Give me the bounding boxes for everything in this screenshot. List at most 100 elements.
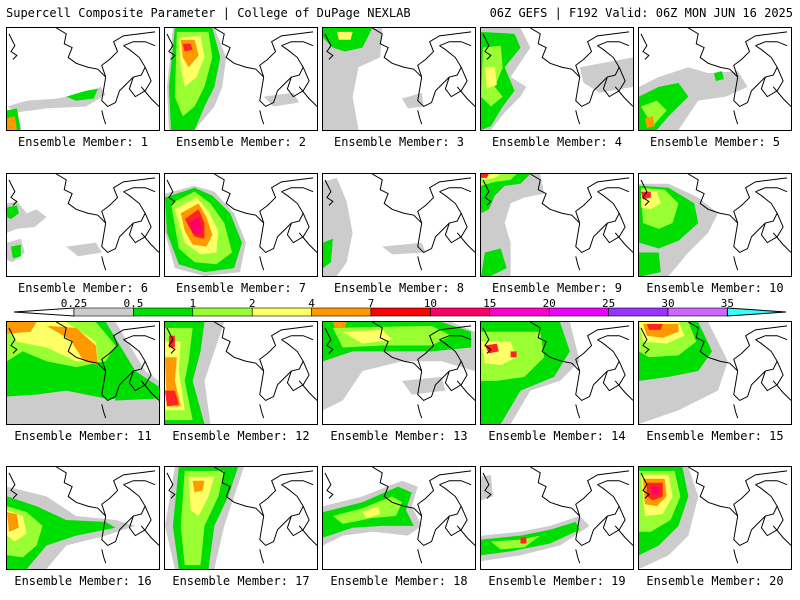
geographic-boundary xyxy=(640,179,650,206)
geographic-boundary xyxy=(688,174,788,224)
geographic-boundary xyxy=(56,28,156,78)
colorbar-swatch xyxy=(489,307,550,317)
geographic-boundary xyxy=(372,467,472,517)
scp-map xyxy=(481,322,633,424)
geographic-boundary xyxy=(755,41,788,47)
geographic-boundary xyxy=(456,525,475,546)
scp-map xyxy=(639,28,791,130)
scp-contour-fill xyxy=(640,100,667,127)
scp-map xyxy=(7,28,159,130)
scp-contour-fill xyxy=(401,376,446,395)
geographic-boundary xyxy=(123,480,156,486)
geographic-boundary xyxy=(324,327,334,354)
scp-contour-fill xyxy=(342,329,393,344)
ensemble-map-panel xyxy=(480,466,634,570)
scp-contour-fill xyxy=(7,86,106,113)
geographic-boundary xyxy=(444,506,468,537)
colorbar-swatch xyxy=(192,307,253,317)
scp-map xyxy=(165,322,317,424)
member-label: Ensemble Member: 1 xyxy=(17,135,149,149)
scp-contour-fill xyxy=(66,242,102,257)
geographic-boundary xyxy=(128,506,152,537)
colorbar-tick-label: 4 xyxy=(308,297,315,310)
geographic-boundary xyxy=(56,467,156,517)
scp-map xyxy=(639,174,791,276)
scp-contour-fill xyxy=(66,88,98,101)
ensemble-map-panel xyxy=(638,27,792,131)
ensemble-map-panel xyxy=(164,27,318,131)
geographic-boundary xyxy=(101,339,146,402)
geographic-boundary xyxy=(140,86,159,107)
geographic-boundary xyxy=(614,380,633,401)
member-label: Ensemble Member: 6 xyxy=(17,281,149,295)
geographic-boundary xyxy=(760,213,784,244)
scp-contour-fill xyxy=(7,496,116,569)
geographic-boundary xyxy=(298,380,317,401)
colorbar-swatch xyxy=(548,307,609,317)
geographic-boundary xyxy=(128,67,152,98)
member-label: Ensemble Member: 13 xyxy=(330,429,468,443)
scp-contour-fill xyxy=(192,480,205,493)
scp-map xyxy=(639,322,791,424)
scp-contour-fill xyxy=(362,506,381,518)
geographic-boundary xyxy=(575,549,581,564)
colorbar-tick-label: 30 xyxy=(661,297,675,310)
geographic-boundary xyxy=(286,361,310,392)
scp-map xyxy=(165,467,317,569)
member-label: Ensemble Member: 11 xyxy=(14,429,152,443)
scp-contour-fill xyxy=(484,67,497,89)
geographic-boundary xyxy=(259,45,304,108)
geographic-boundary xyxy=(166,472,176,499)
geographic-boundary xyxy=(259,191,304,254)
scp-map xyxy=(323,28,475,130)
member-label: Ensemble Member: 7 xyxy=(175,281,307,295)
scp-contour-fill xyxy=(165,390,179,407)
ensemble-map-panel xyxy=(6,466,160,570)
scp-contour-fill xyxy=(46,325,98,366)
geographic-boundary xyxy=(482,327,492,354)
geographic-boundary xyxy=(286,213,310,244)
ensemble-map-panel xyxy=(480,321,634,425)
geographic-boundary xyxy=(575,256,581,271)
geographic-boundary xyxy=(128,361,152,392)
geographic-boundary xyxy=(530,28,630,78)
geographic-boundary xyxy=(417,549,423,564)
geographic-boundary xyxy=(755,480,788,486)
scp-contour-fill xyxy=(7,205,19,220)
geographic-boundary xyxy=(8,327,18,354)
geographic-boundary xyxy=(372,174,472,224)
geographic-boundary xyxy=(8,179,18,206)
geographic-boundary xyxy=(281,335,314,341)
scp-contour-fill xyxy=(332,496,402,524)
member-label: Ensemble Member: 12 xyxy=(172,429,310,443)
geographic-boundary xyxy=(733,45,778,108)
member-label: Ensemble Member: 17 xyxy=(172,574,310,588)
geographic-boundary xyxy=(286,67,310,98)
member-label: Ensemble Member: 14 xyxy=(488,429,626,443)
colorbar-swatch xyxy=(726,307,787,317)
geographic-boundary xyxy=(530,174,630,224)
ensemble-map-panel xyxy=(164,173,318,277)
geographic-boundary xyxy=(597,335,630,341)
scp-contour-fill xyxy=(382,242,426,255)
geographic-boundary xyxy=(298,525,317,546)
member-label: Ensemble Member: 9 xyxy=(491,281,623,295)
colorbar-tick-label: 15 xyxy=(483,297,497,310)
geographic-boundary xyxy=(281,480,314,486)
geographic-boundary xyxy=(760,506,784,537)
scp-map xyxy=(7,322,159,424)
scp-map xyxy=(323,174,475,276)
scp-map xyxy=(481,28,633,130)
member-label: Ensemble Member: 2 xyxy=(175,135,307,149)
geographic-boundary xyxy=(214,174,314,224)
geographic-boundary xyxy=(733,256,739,271)
geographic-boundary xyxy=(281,41,314,47)
ensemble-map-panel xyxy=(164,321,318,425)
colorbar-swatch xyxy=(251,307,312,317)
member-label: Ensemble Member: 18 xyxy=(330,574,468,588)
scp-contour-fill xyxy=(490,535,541,550)
geographic-boundary xyxy=(298,86,317,107)
geographic-boundary xyxy=(772,380,791,401)
geographic-boundary xyxy=(439,41,472,47)
colorbar-swatch xyxy=(370,307,431,317)
